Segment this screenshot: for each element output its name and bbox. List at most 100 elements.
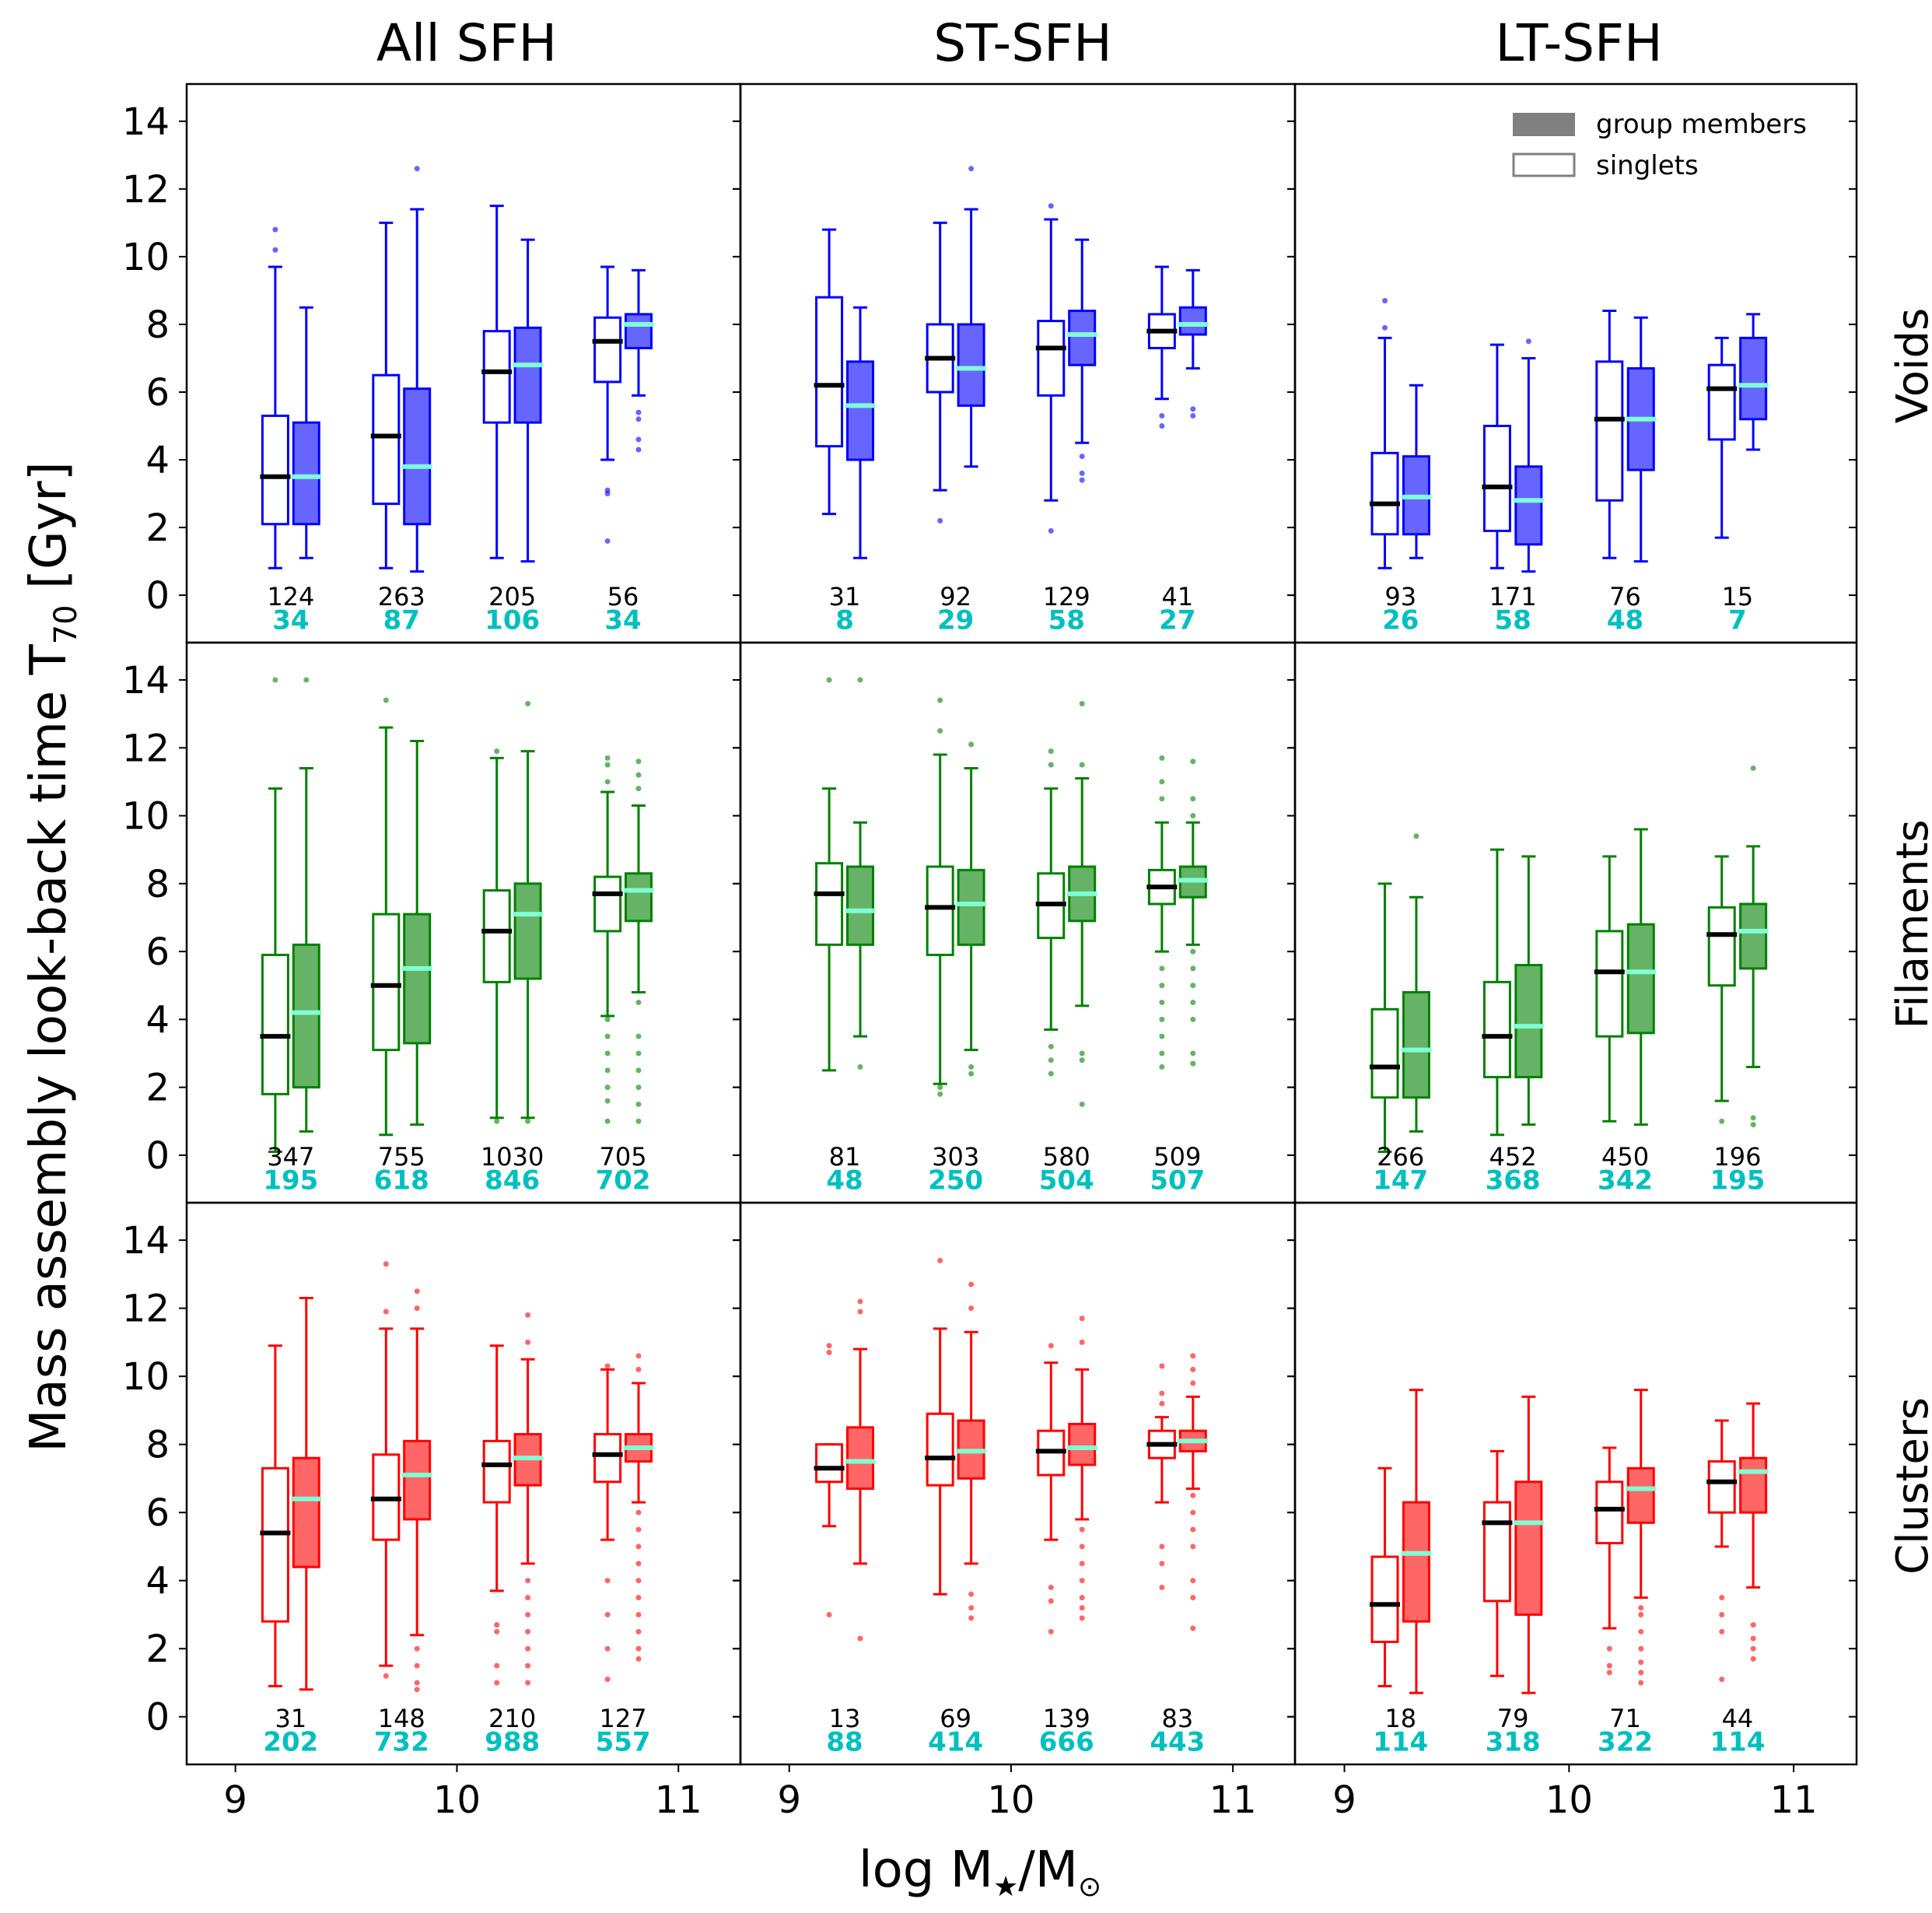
box-iqr <box>372 373 401 506</box>
count-groups: 106 <box>485 605 540 636</box>
box-iqr <box>846 865 875 946</box>
count-singlets: 31 <box>275 1704 306 1733</box>
group-box-bin2 <box>1066 701 1097 1107</box>
count-groups: 504 <box>1039 1165 1094 1197</box>
count-groups: 507 <box>1150 1165 1205 1197</box>
group-box-bin1 <box>1513 1395 1544 1694</box>
count-singlets: 509 <box>1153 1142 1201 1172</box>
outlier-point <box>1750 1655 1756 1662</box>
group-box-bin1 <box>401 166 432 573</box>
box-iqr <box>513 326 542 424</box>
outlier-point <box>635 1067 642 1074</box>
outlier-point <box>1048 1598 1054 1604</box>
outlier-point <box>968 1063 975 1070</box>
count-singlets: 71 <box>1609 1704 1641 1733</box>
outlier-point <box>1159 1050 1165 1056</box>
count-singlets: 205 <box>488 582 536 611</box>
group-box-bin0 <box>1401 384 1432 559</box>
box-iqr <box>815 862 844 946</box>
singlet-box-bin1 <box>925 1257 956 1596</box>
singlet-box-bin0 <box>1370 297 1401 569</box>
count-groups: 618 <box>374 1165 429 1197</box>
y-tick-label: 8 <box>145 303 170 347</box>
box-iqr <box>957 323 985 407</box>
outlier-point <box>1048 1584 1054 1590</box>
box-iqr <box>1707 906 1736 987</box>
count-singlets: 266 <box>1377 1142 1424 1172</box>
y-tick-label: 4 <box>145 439 170 482</box>
outlier-point <box>525 1312 531 1318</box>
outlier-point <box>826 677 832 683</box>
outlier-point <box>1159 1543 1165 1550</box>
group-box-bin3 <box>1738 765 1769 1128</box>
x-axis-label-tail: /M <box>1018 1841 1078 1899</box>
box-iqr <box>1595 1480 1624 1545</box>
count-groups: 557 <box>596 1726 651 1757</box>
x-tick-label: 9 <box>223 1778 247 1822</box>
group-box-bin0 <box>845 677 876 1070</box>
outlier-point <box>525 1645 531 1652</box>
outlier-point <box>1079 1561 1085 1567</box>
y-tick-label: 6 <box>145 930 170 974</box>
outlier-point <box>635 786 642 792</box>
outlier-point <box>1638 1628 1644 1634</box>
count-singlets: 705 <box>600 1142 647 1172</box>
outlier-point <box>1750 1635 1756 1641</box>
outlier-point <box>635 1645 642 1652</box>
singlet-box-bin2 <box>481 748 513 1124</box>
outlier-point <box>1190 1000 1196 1006</box>
outlier-point <box>1079 1526 1085 1533</box>
singlet-box-bin1 <box>370 1261 401 1679</box>
outlier-point <box>272 677 278 683</box>
outlier-point <box>937 1091 943 1097</box>
y-tick-label: 12 <box>122 727 170 770</box>
outlier-point <box>635 1595 642 1601</box>
outlier-point <box>1190 1060 1196 1067</box>
outlier-point <box>1190 1050 1196 1056</box>
outlier-point <box>525 1118 531 1124</box>
box-iqr <box>403 387 432 526</box>
outlier-point <box>635 1509 642 1515</box>
outlier-point <box>968 1605 975 1611</box>
y-tick-label: 10 <box>122 1355 170 1399</box>
count-singlets: 92 <box>940 582 971 611</box>
outlier-point <box>1159 1033 1165 1039</box>
x-axis-label-text: log M <box>859 1841 993 1899</box>
outlier-point <box>1159 1584 1165 1590</box>
x-tick-label: 10 <box>987 1778 1034 1822</box>
outlier-point <box>1079 1578 1085 1584</box>
group-box-bin3 <box>1738 1402 1769 1662</box>
count-groups: 27 <box>1159 605 1195 636</box>
outlier-point <box>635 1118 642 1124</box>
count-singlets: 13 <box>829 1704 861 1733</box>
box-iqr <box>1707 1460 1736 1514</box>
outlier-point <box>1638 1605 1644 1611</box>
y-tick-label: 2 <box>145 1067 170 1110</box>
singlet-box-bin2 <box>1035 1343 1066 1634</box>
outlier-point <box>968 1591 975 1597</box>
count-singlets: 93 <box>1384 582 1416 611</box>
outlier-point <box>1190 1492 1196 1498</box>
outlier-point <box>635 1578 642 1584</box>
count-singlets: 1030 <box>481 1142 544 1172</box>
y-tick-label: 8 <box>145 1424 170 1467</box>
count-singlets: 171 <box>1489 582 1537 611</box>
count-groups: 846 <box>485 1165 540 1197</box>
outlier-point <box>1413 833 1419 839</box>
x-axis-label-sun: ⊙ <box>1078 1871 1101 1903</box>
y-axis-label-unit: [Gyr] <box>20 461 78 604</box>
singlet-box-bin1 <box>1482 1449 1513 1677</box>
outlier-point <box>1190 1353 1196 1359</box>
outlier-point <box>1719 1611 1725 1617</box>
outlier-point <box>1190 1625 1196 1631</box>
box-iqr <box>1482 980 1511 1079</box>
y-tick-label: 12 <box>122 1288 170 1331</box>
outlier-point <box>383 1673 389 1679</box>
count-singlets: 452 <box>1489 1142 1537 1172</box>
outlier-point <box>604 487 611 493</box>
outlier-point <box>414 1662 420 1669</box>
count-groups: 114 <box>1373 1726 1428 1757</box>
box-iqr <box>1482 425 1511 532</box>
outlier-point <box>857 677 863 683</box>
